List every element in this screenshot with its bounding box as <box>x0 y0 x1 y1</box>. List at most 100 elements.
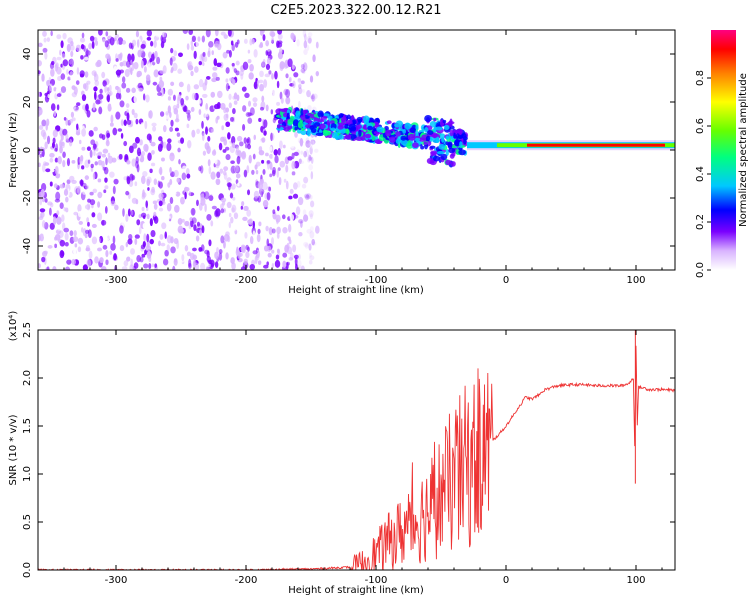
spectrogram-cell <box>140 244 146 250</box>
spectrogram-cell <box>279 91 283 100</box>
spectrogram-cell <box>85 50 91 56</box>
spectrogram-cell <box>56 93 62 98</box>
spectrogram-cell <box>253 102 258 108</box>
spectrogram-cell <box>243 38 248 44</box>
spectrogram-cell <box>247 49 251 54</box>
spectrogram-cell <box>195 235 200 242</box>
spectrogram-cell <box>89 149 93 158</box>
spectrogram-cell <box>94 79 100 87</box>
spectrogram-cell <box>303 150 308 158</box>
spectrogram-cell <box>105 139 110 147</box>
spectrogram-cell <box>38 234 41 242</box>
spectrogram-cell <box>42 30 47 37</box>
spectrogram-cell <box>158 192 164 200</box>
spectrogram-cell <box>178 229 184 233</box>
spectrogram-cell <box>198 60 203 66</box>
spectrogram-cell <box>152 125 157 132</box>
spectrogram-cell <box>170 81 175 87</box>
spectrogram-cell <box>55 62 59 69</box>
spectrogram-cell <box>97 93 104 100</box>
spectrogram-cell <box>445 159 452 166</box>
spectrogram-cell <box>146 213 150 220</box>
spectrogram-cell <box>40 188 45 197</box>
spectrogram-cell <box>49 115 53 123</box>
spectrogram-cell <box>56 66 62 75</box>
spectrogram-cell <box>298 87 303 95</box>
spectrogram-cell <box>123 119 127 126</box>
spectrogram-cell <box>59 145 63 154</box>
spectrogram-cell <box>415 130 419 136</box>
spectrogram-cell <box>161 31 167 38</box>
spectrogram-cell <box>87 159 91 164</box>
spectrogram-cell <box>228 93 232 100</box>
spectrogram-cell <box>198 99 202 104</box>
spectrogram-cell <box>294 131 298 138</box>
spectrogram-cell <box>119 53 123 61</box>
spectrogram-cell <box>297 100 301 109</box>
spectrogram-cell <box>152 81 158 86</box>
spectrogram-cell <box>176 103 180 109</box>
spectrogram-cell <box>426 130 434 135</box>
spectrogram-cell <box>170 47 174 54</box>
spectrogram-cell <box>348 123 356 131</box>
spectrogram-cell <box>44 141 48 150</box>
spectrogram-cell <box>357 124 362 129</box>
spectrogram-cell <box>244 232 248 239</box>
spectrogram-cell <box>143 263 149 269</box>
spectrogram-cell <box>191 217 197 224</box>
spectrogram-cell <box>84 204 91 210</box>
spectrogram-cell <box>98 151 103 156</box>
spectrogram-cell <box>152 200 158 205</box>
spectrogram-cell <box>211 128 214 133</box>
spectrogram-cell <box>350 134 355 141</box>
spectrogram-cell <box>203 55 208 64</box>
spectrogram-cell <box>291 64 295 70</box>
spectrogram-cell <box>80 55 84 60</box>
spectrogram-cell <box>312 93 318 100</box>
spectrogram-cell <box>145 74 151 82</box>
spectrogram-cell <box>275 214 281 223</box>
spectrogram-cell <box>292 193 299 199</box>
spectrogram-cell <box>93 86 98 92</box>
spectrogram-cell <box>220 102 226 110</box>
spectrogram-cell <box>46 79 52 87</box>
spectrogram-cell <box>222 149 227 153</box>
spectrogram-cell <box>182 30 189 35</box>
spectrogram-cell <box>41 220 46 228</box>
spectrogram-cell <box>81 146 86 151</box>
spectrogram-cell <box>191 35 196 43</box>
spectrogram-cell <box>282 144 286 149</box>
spectrogram-cell <box>189 217 194 222</box>
spectrogram-cell <box>232 78 236 85</box>
spectrogram-cell <box>118 153 123 160</box>
spectrogram-cell <box>207 171 211 177</box>
spectrogram-cell <box>280 108 287 113</box>
spectrogram-cell <box>263 264 269 269</box>
spectrogram-cell <box>106 87 110 92</box>
spectrogram-cell <box>134 238 138 245</box>
spectrogram-cell <box>66 259 72 265</box>
spectrogram-cell <box>54 157 59 163</box>
spectrogram-cell <box>54 236 58 241</box>
spectrogram-cell <box>106 132 111 138</box>
spectrogram-cell <box>231 142 236 149</box>
spectrogram-cell <box>91 236 98 245</box>
spectrogram-cell <box>64 142 70 147</box>
spectrogram-cell <box>98 30 103 36</box>
spectrogram-cell <box>208 166 212 175</box>
spectrogram-cell <box>200 165 204 174</box>
spectrogram-cell <box>214 158 218 165</box>
spectrogram-cell <box>49 181 53 187</box>
spectrogram-cell <box>265 152 269 157</box>
spectrogram-cell <box>300 68 306 74</box>
spectrogram-cell <box>215 76 220 81</box>
spectrogram-cell <box>140 43 146 49</box>
spectrogram-cell <box>277 42 283 48</box>
spectrogram-cell <box>214 40 220 48</box>
spectrogram-cell <box>107 103 112 112</box>
carrier-line <box>527 143 665 147</box>
spectrogram-cell <box>210 171 216 180</box>
spectrogram-cell <box>229 116 235 122</box>
spectrogram-cell <box>179 257 185 263</box>
spectrogram-cell <box>376 126 384 133</box>
